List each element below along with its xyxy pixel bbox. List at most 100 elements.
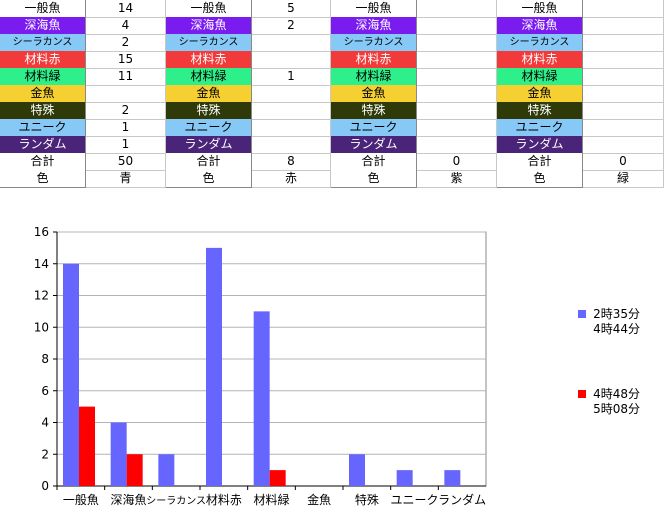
row-value[interactable]	[417, 0, 497, 18]
row-value[interactable]	[417, 17, 497, 35]
row-label[interactable]: 合計	[166, 153, 252, 171]
row-value[interactable]: 8	[252, 153, 331, 171]
x-tick-label: 材料緑	[253, 492, 289, 507]
row-value[interactable]	[252, 34, 331, 52]
row-value[interactable]: 14	[86, 0, 166, 18]
row-label[interactable]: 特殊	[166, 102, 252, 120]
row-label[interactable]: ランダム	[497, 136, 583, 154]
row-label[interactable]: 材料緑	[0, 68, 86, 86]
row-value[interactable]	[417, 119, 497, 137]
row-label[interactable]: 合計	[497, 153, 583, 171]
row-label[interactable]: 材料赤	[0, 51, 86, 69]
row-label[interactable]: シーラカンス	[0, 34, 86, 52]
row-value[interactable]: 紫	[417, 170, 497, 188]
row-value[interactable]: 2	[86, 34, 166, 52]
row-label[interactable]: 合計	[0, 153, 86, 171]
row-label[interactable]: ランダム	[331, 136, 417, 154]
row-value[interactable]	[417, 68, 497, 86]
bar	[269, 470, 286, 486]
row-label[interactable]: ランダム	[166, 136, 252, 154]
row-label[interactable]: 一般魚	[0, 0, 86, 18]
row-value[interactable]	[417, 34, 497, 52]
y-tick-label: 16	[34, 225, 49, 239]
row-label[interactable]: 材料緑	[166, 68, 252, 86]
row-label[interactable]: シーラカンス	[331, 34, 417, 52]
row-value[interactable]: 0	[583, 153, 664, 171]
row-value[interactable]: 1	[86, 119, 166, 137]
row-label[interactable]: シーラカンス	[166, 34, 252, 52]
row-label[interactable]: 深海魚	[497, 17, 583, 35]
row-value[interactable]	[252, 85, 331, 103]
row-value[interactable]: 0	[417, 153, 497, 171]
row-label[interactable]: ユニーク	[331, 119, 417, 137]
row-value[interactable]: 赤	[252, 170, 331, 188]
row-value[interactable]	[252, 136, 331, 154]
row-label[interactable]: 深海魚	[166, 17, 252, 35]
row-value[interactable]: 2	[86, 102, 166, 120]
row-label[interactable]: 特殊	[497, 102, 583, 120]
row-label[interactable]: ランダム	[0, 136, 86, 154]
row-value[interactable]	[86, 85, 166, 103]
row-label[interactable]: シーラカンス	[497, 34, 583, 52]
row-value[interactable]: 1	[86, 136, 166, 154]
row-label[interactable]: 金魚	[0, 85, 86, 103]
row-value[interactable]: 50	[86, 153, 166, 171]
legend-label: 2時35分	[593, 307, 640, 321]
bar	[79, 406, 95, 486]
legend-swatch	[578, 310, 586, 318]
row-value[interactable]: 5	[252, 0, 331, 18]
row-value[interactable]	[417, 102, 497, 120]
row-value[interactable]	[252, 102, 331, 120]
row-label[interactable]: ユニーク	[166, 119, 252, 137]
row-label[interactable]: 色	[497, 170, 583, 188]
row-label[interactable]: 特殊	[0, 102, 86, 120]
row-label[interactable]: 材料緑	[497, 68, 583, 86]
row-value[interactable]: 11	[86, 68, 166, 86]
row-label[interactable]: 一般魚	[497, 0, 583, 18]
bar	[396, 470, 413, 486]
x-tick-label: ユニーク	[390, 493, 438, 507]
row-label[interactable]: 特殊	[331, 102, 417, 120]
row-label[interactable]: 色	[0, 170, 86, 188]
row-value[interactable]: 4	[86, 17, 166, 35]
row-label[interactable]: 合計	[331, 153, 417, 171]
row-value[interactable]	[252, 119, 331, 137]
row-value[interactable]: 青	[86, 170, 166, 188]
legend-label: 4時48分	[593, 387, 640, 401]
row-value[interactable]: 1	[252, 68, 331, 86]
row-value[interactable]	[583, 119, 664, 137]
row-label[interactable]: 一般魚	[331, 0, 417, 18]
row-label[interactable]: 深海魚	[0, 17, 86, 35]
row-label[interactable]: 一般魚	[166, 0, 252, 18]
row-value[interactable]: 15	[86, 51, 166, 69]
row-value[interactable]	[583, 68, 664, 86]
row-label[interactable]: 色	[331, 170, 417, 188]
row-value[interactable]	[583, 17, 664, 35]
row-label[interactable]: 材料赤	[497, 51, 583, 69]
x-tick-label: 材料赤	[206, 493, 242, 507]
row-label[interactable]: 色	[166, 170, 252, 188]
row-label[interactable]: 深海魚	[331, 17, 417, 35]
row-value[interactable]	[417, 85, 497, 103]
row-label[interactable]: 金魚	[331, 85, 417, 103]
row-label[interactable]: ユニーク	[497, 119, 583, 137]
row-value[interactable]	[583, 34, 664, 52]
row-label[interactable]: 材料赤	[166, 51, 252, 69]
row-label[interactable]: ユニーク	[0, 119, 86, 137]
row-value[interactable]: 2	[252, 17, 331, 35]
row-value[interactable]	[252, 51, 331, 69]
row-value[interactable]	[583, 136, 664, 154]
x-tick-label: 一般魚	[63, 492, 99, 507]
y-tick-label: 0	[41, 479, 49, 493]
row-label[interactable]: 金魚	[497, 85, 583, 103]
row-value[interactable]	[583, 85, 664, 103]
row-value[interactable]	[583, 0, 664, 18]
row-label[interactable]: 材料赤	[331, 51, 417, 69]
row-value[interactable]: 緑	[583, 170, 664, 188]
row-value[interactable]	[583, 51, 664, 69]
row-label[interactable]: 金魚	[166, 85, 252, 103]
row-value[interactable]	[417, 136, 497, 154]
row-value[interactable]	[583, 102, 664, 120]
row-value[interactable]	[417, 51, 497, 69]
row-label[interactable]: 材料緑	[331, 68, 417, 86]
